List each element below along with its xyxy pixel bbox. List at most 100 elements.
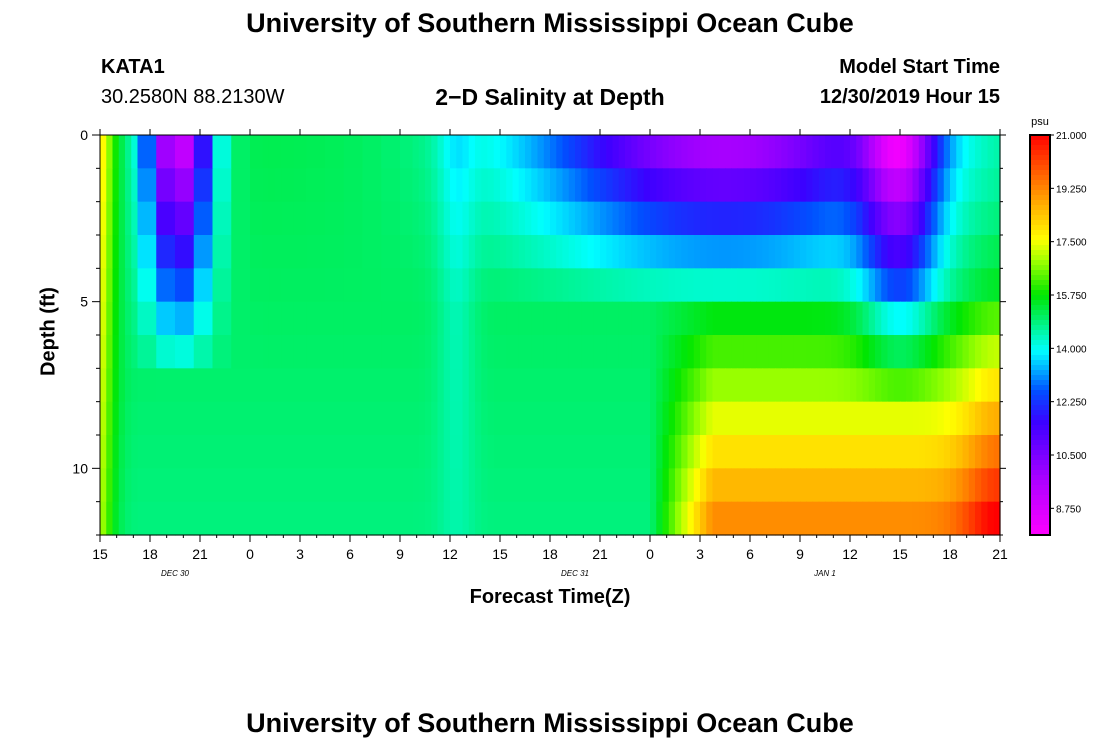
heatmap-cell [881, 168, 889, 203]
heatmap-cell [606, 401, 614, 436]
x-tick-label: 12 [842, 546, 858, 562]
heatmap-cell [712, 501, 720, 536]
heatmap-cell [275, 401, 282, 436]
heatmap-cell [693, 235, 701, 269]
heatmap-cell [343, 135, 364, 169]
heatmap-cell [443, 335, 451, 369]
heatmap-cell [775, 235, 782, 269]
heatmap-cell [281, 435, 295, 469]
heatmap-cell [587, 468, 595, 503]
heatmap-cell [618, 135, 626, 169]
heatmap-cell [975, 301, 982, 336]
heatmap-cell [487, 201, 495, 236]
heatmap-cell [568, 368, 576, 403]
heatmap-cell [506, 201, 514, 236]
heatmap-cell [887, 501, 895, 536]
heatmap-cell [787, 168, 795, 203]
heatmap-cell [781, 435, 789, 469]
heatmap-cell [418, 168, 426, 203]
heatmap-cell [937, 268, 945, 303]
heatmap-cell [431, 335, 439, 369]
heatmap-cell [843, 468, 851, 503]
date-label: JAN 1 [813, 569, 836, 578]
heatmap-cell [768, 201, 776, 236]
heatmap-cell [625, 135, 632, 169]
heatmap-cell [618, 201, 626, 236]
heatmap-cell [500, 435, 507, 469]
heatmap-cell [881, 501, 889, 536]
heatmap-cell [637, 435, 645, 469]
x-tick-label: 15 [492, 546, 508, 562]
heatmap-cell [425, 235, 432, 269]
heatmap-cell [575, 501, 582, 536]
heatmap-cell [975, 268, 982, 303]
heatmap-cell [731, 368, 739, 403]
heatmap-cell [781, 201, 789, 236]
heatmap-cell [693, 301, 701, 336]
heatmap-cell [868, 501, 876, 536]
heatmap-cell [606, 501, 614, 536]
heatmap-cell [593, 435, 601, 469]
heatmap-cell [562, 235, 570, 269]
heatmap-cell [756, 401, 764, 436]
colorbar-segment [1030, 260, 1050, 266]
heatmap-cell [875, 235, 882, 269]
heatmap-cell [681, 301, 689, 336]
heatmap-cell [568, 168, 576, 203]
heatmap-cell [968, 301, 976, 336]
heatmap-cell [650, 468, 657, 503]
heatmap-cell [106, 168, 114, 203]
heatmap-cell [668, 368, 676, 403]
heatmap-cell [712, 168, 720, 203]
heatmap-cell [418, 368, 426, 403]
heatmap-cell [975, 168, 982, 203]
heatmap-cell [968, 368, 976, 403]
heatmap-cell [437, 201, 445, 236]
heatmap-cell [100, 201, 107, 236]
heatmap-cell [962, 301, 970, 336]
heatmap-cell [950, 368, 957, 403]
heatmap-cell [612, 301, 620, 336]
heatmap-cell [931, 301, 939, 336]
colorbar-segment [1030, 145, 1050, 151]
heatmap-cell [581, 268, 589, 303]
heatmap-cell [712, 368, 720, 403]
heatmap-cell [131, 468, 139, 503]
heatmap-cell [606, 135, 614, 169]
heatmap-cell [650, 168, 657, 203]
heatmap-cell [756, 235, 764, 269]
heatmap-cell [443, 301, 451, 336]
heatmap-cell [937, 501, 945, 536]
heatmap-cell [512, 235, 520, 269]
heatmap-cell [512, 301, 520, 336]
heatmap-cell [625, 401, 632, 436]
heatmap-cell [131, 401, 139, 436]
heatmap-cell [768, 301, 776, 336]
heatmap-cell [718, 201, 726, 236]
heatmap-cell [118, 468, 126, 503]
colorbar-segment [1030, 275, 1050, 281]
heatmap-cell [837, 201, 845, 236]
heatmap-cell [912, 501, 920, 536]
heatmap-cell [518, 168, 526, 203]
heatmap-cell [275, 435, 282, 469]
heatmap-cell [581, 435, 589, 469]
heatmap-cell [468, 168, 476, 203]
colorbar-frame [1029, 134, 1051, 536]
colorbar-segment [1030, 430, 1050, 436]
heatmap-cell [612, 201, 620, 236]
heatmap-cell [137, 268, 157, 303]
heatmap-cell [668, 501, 676, 536]
heatmap-cell [681, 168, 689, 203]
heatmap-cell [706, 268, 714, 303]
heatmap-cell [981, 201, 989, 236]
heatmap-cell [456, 435, 464, 469]
heatmap-cell [737, 235, 745, 269]
heatmap-cell [793, 401, 801, 436]
heatmap-cell [400, 268, 414, 303]
date-label: DEC 30 [161, 569, 190, 578]
heatmap-cell [787, 468, 795, 503]
heatmap-cell [481, 201, 489, 236]
heatmap-cell [456, 168, 464, 203]
x-tick-label: 9 [796, 546, 804, 562]
